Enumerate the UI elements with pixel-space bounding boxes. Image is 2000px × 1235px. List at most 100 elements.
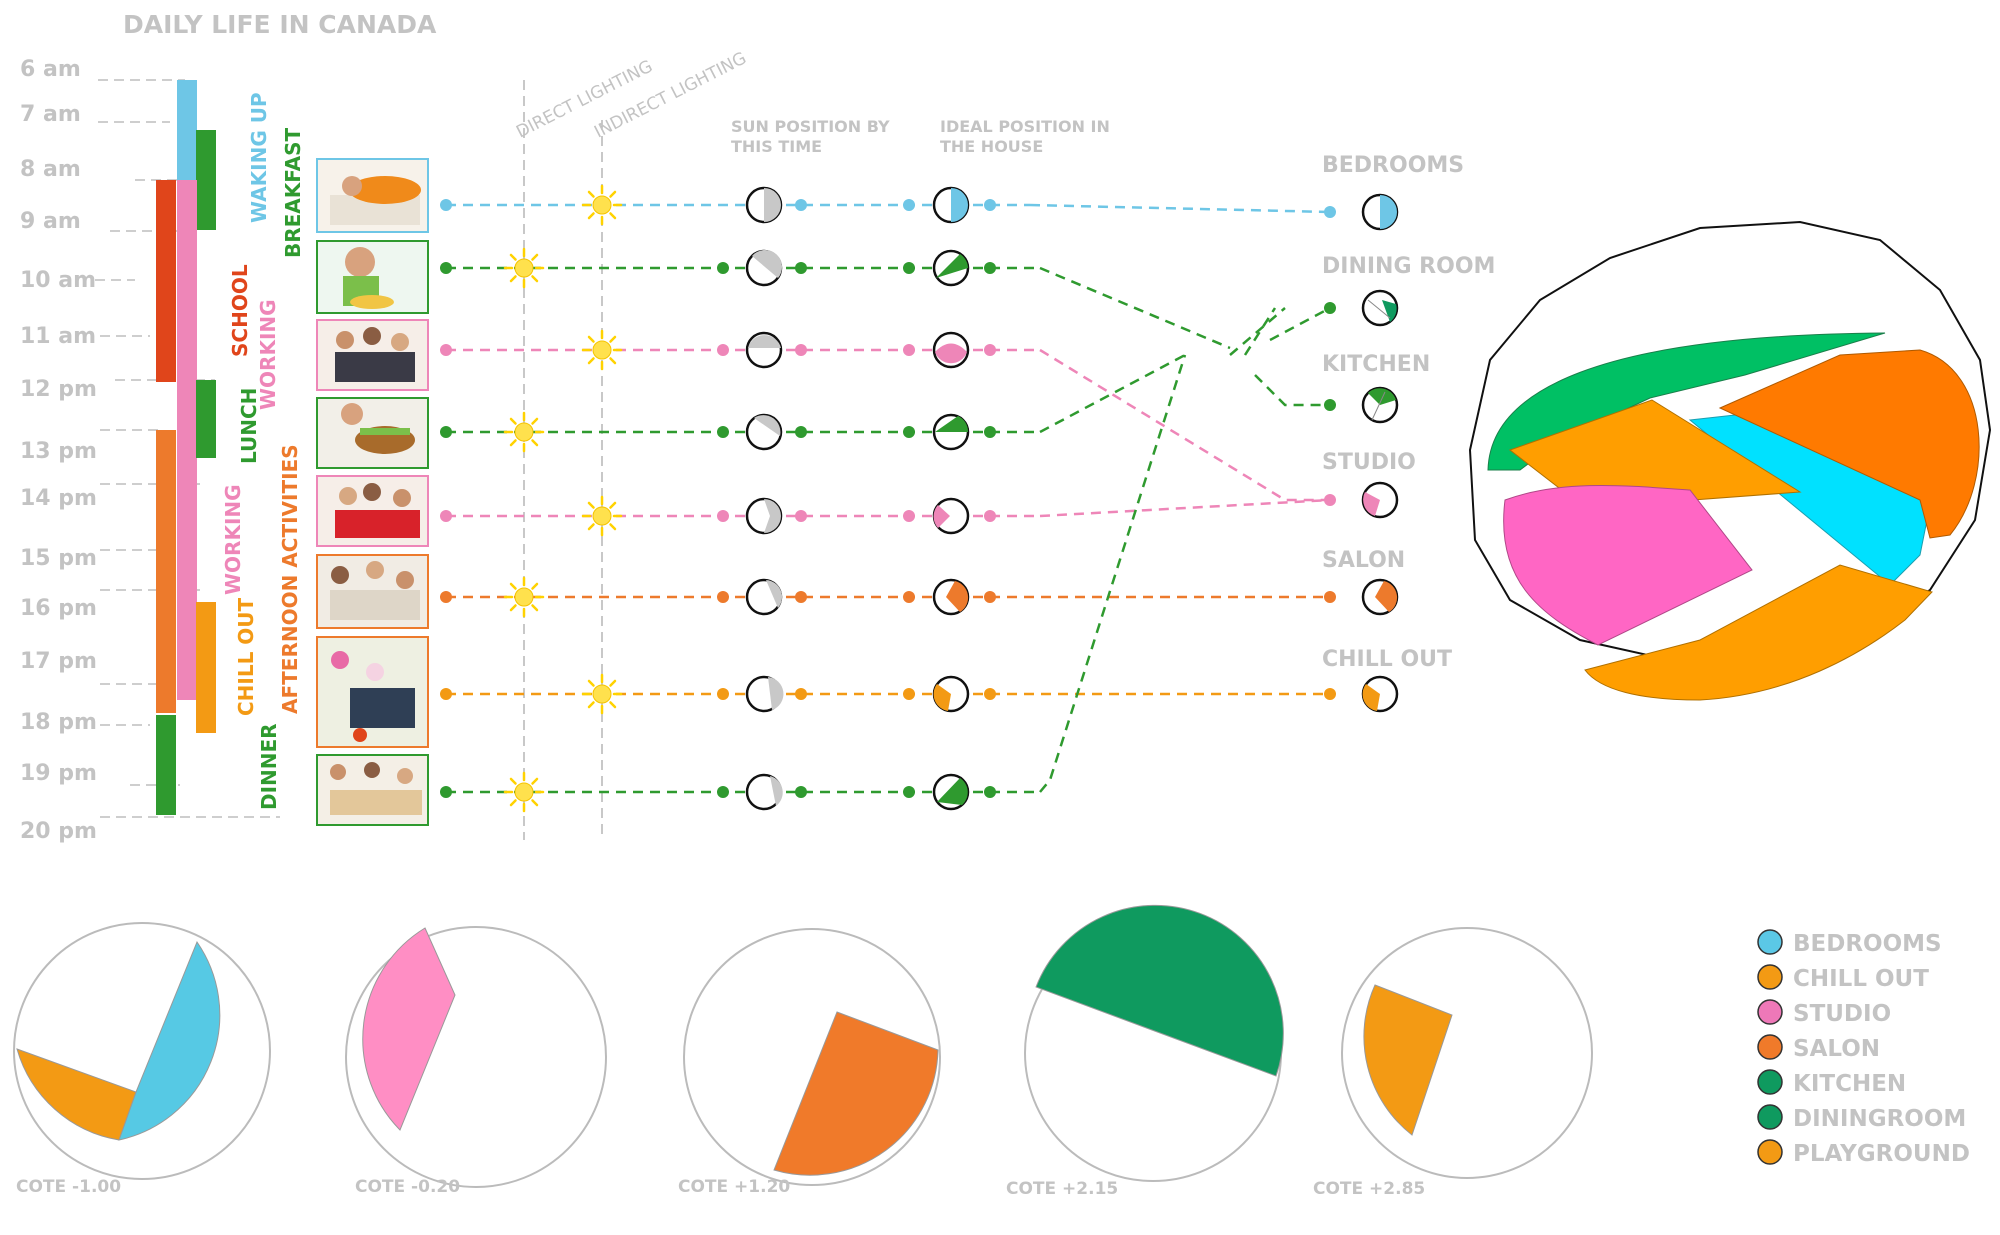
sun-icon — [503, 771, 545, 813]
legend: BEDROOMS CHILL OUT STUDIO SALON KITCHEN … — [1757, 929, 1970, 1167]
hour-label: 10 am — [20, 268, 96, 293]
flow-row-waking-up — [446, 203, 1331, 214]
ideal-position-header-line1: IDEAL POSITION IN — [940, 117, 1110, 136]
sun-position-header-line2: THIS TIME — [731, 137, 822, 156]
level-label: COTE +2.85 — [1313, 1179, 1425, 1199]
level-plan-1: COTE -1.00 — [13, 922, 271, 1197]
ideal-dial-icon — [932, 497, 970, 535]
dinner-bar — [156, 715, 176, 815]
sun-icons — [503, 184, 623, 813]
ideal-dial-icon — [932, 578, 970, 616]
sun-dial-icon — [745, 773, 783, 811]
room-labels: BEDROOMS DINING ROOM KITCHEN STUDIO SALO… — [1322, 153, 1495, 672]
hour-label: 15 pm — [20, 546, 97, 571]
house-plan-3d — [1468, 220, 1992, 701]
level-plans: COTE -1.00 COTE -0.20 COTE +1.20 COTE +2… — [13, 904, 1593, 1199]
legend-label: PLAYGROUND — [1793, 1141, 1970, 1167]
activity-working-2: WORKING — [221, 484, 245, 595]
level-label: COTE -0.20 — [355, 1177, 460, 1197]
ideal-dial-icon — [932, 675, 970, 713]
page-title: DAILY LIFE IN CANADA — [123, 10, 437, 39]
hour-label: 18 pm — [20, 710, 97, 735]
level-label: COTE +1.20 — [678, 1177, 790, 1197]
sun-icon — [581, 329, 623, 371]
hour-label: 20 pm — [20, 819, 97, 844]
legend-item: PLAYGROUND — [1757, 1139, 1970, 1167]
flow-row-dinner — [446, 354, 1187, 794]
room-dial-icon — [1361, 578, 1399, 616]
sun-dial-icon — [745, 675, 784, 713]
ideal-dial-icon — [932, 773, 970, 811]
hour-label: 14 pm — [20, 486, 97, 511]
ideal-dial-icon — [932, 331, 970, 369]
activity-labels: WAKING UP BREAKFAST SCHOOL WORKING LUNCH… — [221, 92, 305, 810]
activity-dinner: DINNER — [257, 723, 281, 810]
legend-label: CHILL OUT — [1793, 966, 1929, 992]
ideal-position-header-line2: THE HOUSE — [940, 137, 1043, 156]
sun-icon — [581, 673, 623, 715]
breakfast-bar — [196, 130, 216, 230]
working-bar — [177, 180, 197, 700]
flow-dots — [440, 199, 1336, 798]
hour-label: 17 pm — [20, 649, 97, 674]
legend-item: SALON — [1757, 1034, 1880, 1062]
room-label-chill-out: CHILL OUT — [1322, 647, 1452, 672]
hour-labels: 6 am 7 am 8 am 9 am 10 am 11 am 12 pm 13… — [20, 57, 97, 844]
salon-volume — [1718, 349, 1980, 539]
room-label-dining-room: DINING ROOM — [1322, 254, 1495, 279]
school-bar — [156, 180, 176, 382]
activity-photos — [316, 158, 429, 826]
room-label-kitchen: KITCHEN — [1322, 352, 1430, 377]
sun-dial-icon — [745, 186, 783, 224]
sun-icon — [503, 247, 545, 289]
sun-dial-icon — [745, 497, 783, 535]
direct-lighting-label: DIRECT LIGHTING — [513, 57, 656, 143]
ideal-dial-icon — [932, 186, 970, 224]
room-label-bedrooms: BEDROOMS — [1322, 153, 1464, 178]
hour-label: 11 am — [20, 324, 96, 349]
activity-school: SCHOOL — [228, 264, 252, 357]
photo-chill-out — [316, 636, 429, 748]
activity-breakfast: BREAKFAST — [281, 127, 305, 258]
activity-waking-up: WAKING UP — [247, 92, 271, 223]
level-label: COTE +2.15 — [1006, 1179, 1118, 1199]
legend-label: STUDIO — [1793, 1001, 1891, 1027]
activity-working: WORKING — [256, 299, 280, 410]
photo-dinner — [316, 754, 429, 826]
activity-chill-out: CHILL OUT — [234, 597, 258, 716]
sun-dial-icon — [745, 413, 783, 451]
activity-lunch: LUNCH — [237, 388, 261, 464]
flow-row-working-1 — [446, 348, 1330, 502]
hour-label: 8 am — [20, 157, 81, 182]
chill-out-bar — [196, 602, 216, 733]
legend-item: KITCHEN — [1757, 1069, 1906, 1097]
afternoon-activities-bar — [156, 430, 176, 713]
legend-item: CHILL OUT — [1757, 964, 1929, 992]
flow-row-lunch — [446, 307, 1330, 434]
timeline-bars — [156, 80, 216, 815]
legend-label: BEDROOMS — [1793, 931, 1942, 957]
legend-label: KITCHEN — [1793, 1071, 1906, 1097]
legend-label: SALON — [1793, 1036, 1880, 1062]
hour-label: 19 pm — [20, 761, 97, 786]
lunch-bar — [196, 380, 216, 458]
room-dial-icon — [1361, 481, 1399, 519]
photo-waking-up — [316, 158, 429, 233]
ideal-dial-icon — [932, 249, 970, 287]
sun-icon — [503, 411, 545, 453]
flow-row-breakfast — [446, 266, 1331, 356]
sun-icon — [503, 576, 545, 618]
flow-row-working-2 — [446, 498, 1331, 518]
room-dial-icon — [1361, 289, 1399, 327]
level-plan-3: COTE +1.20 — [678, 928, 941, 1197]
waking-up-bar — [177, 80, 197, 182]
sun-position-header-line1: SUN POSITION BY — [731, 117, 890, 136]
sun-icon — [581, 184, 623, 226]
level-label: COTE -1.00 — [16, 1177, 121, 1197]
hour-label: 13 pm — [20, 439, 97, 464]
legend-item: STUDIO — [1757, 999, 1891, 1027]
photo-afternoon — [316, 554, 429, 629]
room-label-studio: STUDIO — [1322, 450, 1416, 475]
legend-item: DININGROOM — [1757, 1104, 1966, 1132]
